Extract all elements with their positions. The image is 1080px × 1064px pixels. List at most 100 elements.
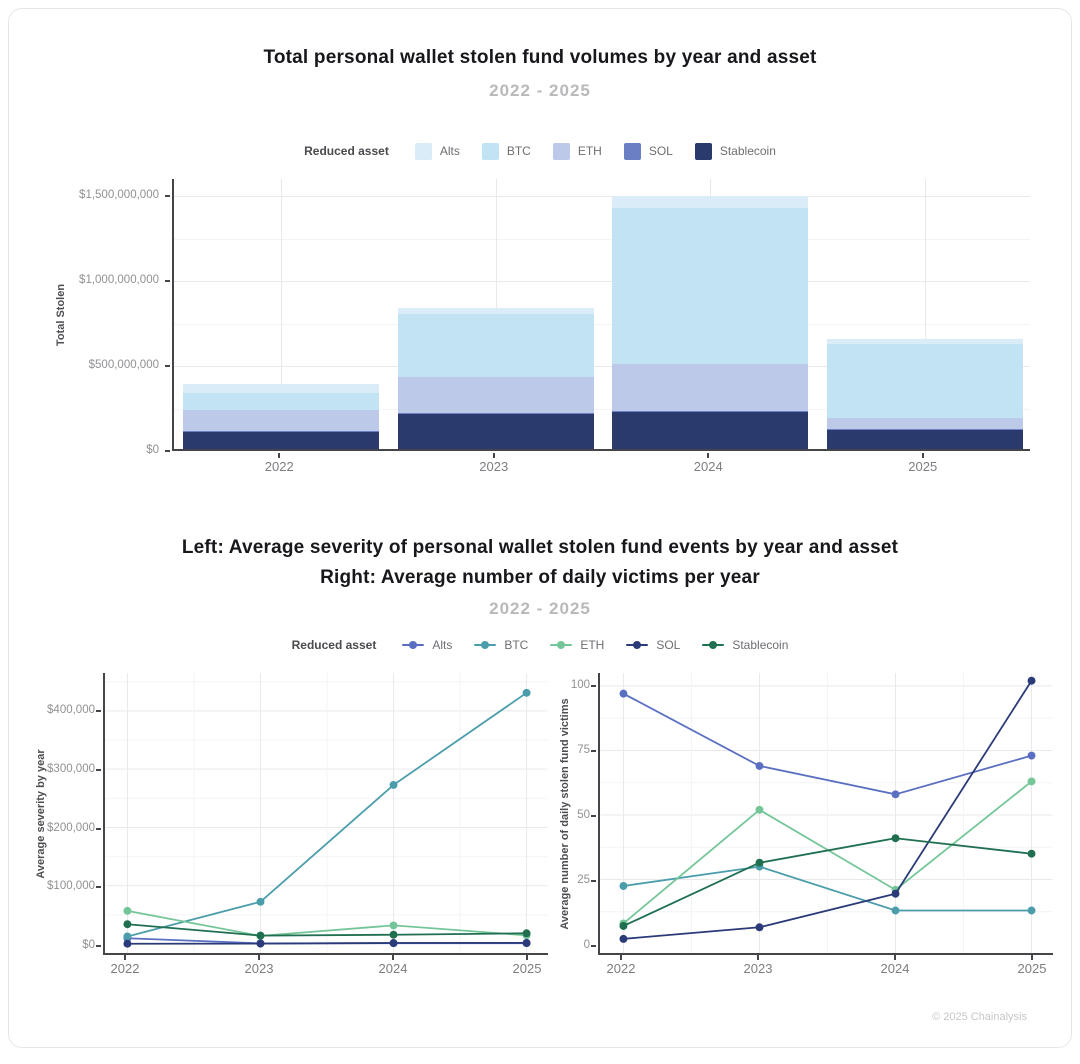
eth-swatch-icon [552, 142, 570, 160]
bar-segment-sol-2024 [612, 410, 809, 412]
marker-dot [557, 641, 566, 649]
x-tick-label: 2025 [908, 459, 938, 474]
y-tick-label: $500,000,000 [88, 359, 159, 371]
alts-series-marker-icon [402, 641, 425, 649]
line-sol [623, 680, 1033, 940]
legend-item-label: Alts [432, 638, 453, 652]
legend-item-stablecoin: Stablecoin [694, 142, 776, 160]
legend-item-label: Stablecoin [719, 144, 776, 158]
x-tick-mark [921, 453, 924, 458]
dot-btc-2022 [619, 882, 628, 890]
bar-segment-alts-2023 [397, 307, 594, 314]
legend-item-sol: SOL [623, 142, 673, 160]
bar-segment-alts-2024 [612, 195, 809, 208]
y-tick-label: $200,000 [47, 821, 95, 834]
x-tick-mark [1031, 955, 1033, 960]
legend-item-btc: BTC [474, 638, 528, 652]
line-alts [623, 692, 1032, 796]
bar-segment-alts-2022 [183, 383, 380, 393]
dot-stablecoin-2024 [891, 834, 900, 843]
legend-item-eth: ETH [550, 638, 604, 652]
y-tick-label: $1,000,000,000 [79, 274, 159, 286]
major-gridline [174, 366, 1030, 367]
dot-eth-2023 [755, 805, 764, 814]
x-tick-mark [492, 453, 495, 458]
dot-sol-2025 [522, 938, 531, 947]
dot-stablecoin-2025 [522, 929, 531, 938]
bar-segment-btc-2024 [612, 207, 809, 365]
dot-btc-2023 [256, 897, 265, 906]
y-tick-mark [96, 768, 101, 771]
dot-eth-2024 [389, 921, 398, 930]
chart2-subtitle: 2022 - 2025 [489, 599, 591, 618]
legend-item-alts: Alts [414, 142, 460, 160]
y-tick-mark [591, 750, 596, 752]
dot-stablecoin-2025 [1027, 849, 1036, 858]
bar-segment-sol-2025 [826, 429, 1023, 431]
chart2-title-line1: Left: Average severity of personal walle… [181, 537, 899, 558]
legend-item-sol: SOL [626, 638, 680, 652]
eth-series-marker-icon [550, 641, 573, 649]
dot-sol-2022 [123, 939, 132, 948]
x-tick-label: 2022 [264, 459, 294, 474]
stablecoin-series-marker-icon [702, 641, 725, 649]
y-tick-label: $0 [146, 444, 159, 456]
x-tick-label: 2023 [479, 459, 509, 474]
x-tick-mark [707, 453, 710, 458]
bar-segment-sol-2023 [397, 412, 594, 414]
bar-segment-eth-2024 [612, 364, 809, 411]
bar-segment-btc-2022 [183, 392, 380, 410]
x-tick-mark [757, 955, 759, 960]
dot-sol-2024 [891, 889, 900, 898]
dot-eth-2022 [123, 906, 132, 915]
chart1-subtitle: 2022 - 2025 [489, 81, 591, 100]
bar-segment-stablecoin-2025 [826, 430, 1023, 449]
line-stablecoin [127, 923, 527, 937]
bar-segment-btc-2025 [826, 344, 1023, 418]
dot-stablecoin-2023 [755, 858, 764, 867]
bar-plot-area [172, 179, 1030, 451]
line-chart-panels: Average severity by year Average number … [9, 667, 1071, 997]
y-tick-mark [96, 827, 101, 830]
legend-item-btc: BTC [481, 142, 531, 160]
dot-btc-2022 [123, 932, 132, 941]
marker-dot [709, 641, 718, 649]
y-tick-label: $400,000 [47, 704, 95, 717]
x-tick-label: 2023 [743, 961, 773, 976]
bar-segment-stablecoin-2023 [397, 413, 594, 449]
dot-sol-2024 [389, 939, 398, 947]
y-tick-label: 0 [583, 939, 590, 951]
x-tick-mark [894, 955, 896, 960]
y-tick-label: $100,000 [47, 880, 95, 893]
dot-sol-2023 [755, 923, 764, 932]
line-btc [623, 865, 1032, 912]
bar-segment-eth-2022 [183, 409, 380, 431]
btc-series-marker-icon [474, 641, 497, 649]
x-tick-mark [392, 955, 394, 960]
bar-segment-stablecoin-2022 [183, 432, 380, 449]
x-tick-mark [278, 453, 281, 458]
bar-y-axis-title: Total Stolen [55, 283, 67, 347]
dot-btc-2024 [891, 906, 900, 915]
minor-gridline [174, 238, 1030, 240]
legend-item-label: ETH [580, 638, 605, 652]
bar-segment-btc-2023 [397, 313, 594, 377]
dot-alts-2024 [891, 790, 900, 799]
dot-stablecoin-2023 [256, 931, 265, 940]
y-tick-mark [96, 710, 101, 713]
line-stablecoin [623, 837, 1032, 927]
chart2-title-line2: Right: Average number of daily victims p… [320, 567, 760, 588]
y-tick-label: 50 [577, 809, 590, 821]
dot-stablecoin-2022 [619, 922, 628, 930]
dot-btc-2025 [522, 688, 531, 697]
x-tick-mark [124, 955, 126, 960]
dot-stablecoin-2024 [389, 930, 398, 939]
y-tick-mark [591, 945, 596, 947]
y-tick-label: $1,500,000,000 [79, 189, 159, 201]
x-tick-mark [258, 955, 260, 960]
y-tick-mark [96, 886, 101, 889]
dot-stablecoin-2022 [123, 920, 132, 929]
y-tick-label: $0 [82, 939, 95, 951]
copyright-text: © 2025 Chainalysis [932, 1011, 1027, 1023]
dot-sol-2022 [619, 934, 628, 943]
